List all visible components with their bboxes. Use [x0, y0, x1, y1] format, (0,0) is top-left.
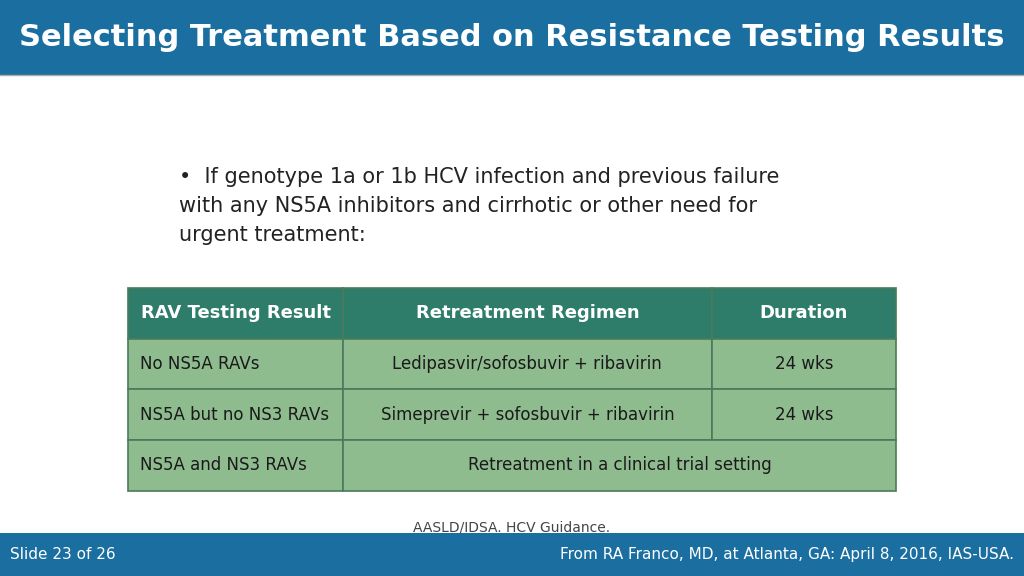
Text: 24 wks: 24 wks — [774, 406, 834, 424]
FancyBboxPatch shape — [0, 0, 1024, 75]
FancyBboxPatch shape — [343, 339, 712, 389]
Text: Selecting Treatment Based on Resistance Testing Results: Selecting Treatment Based on Resistance … — [19, 23, 1005, 52]
Text: AASLD/IDSA. HCV Guidance.: AASLD/IDSA. HCV Guidance. — [414, 520, 610, 534]
Text: NS5A but no NS3 RAVs: NS5A but no NS3 RAVs — [140, 406, 330, 424]
FancyBboxPatch shape — [712, 389, 896, 440]
FancyBboxPatch shape — [712, 339, 896, 389]
Text: Retreatment Regimen: Retreatment Regimen — [416, 304, 639, 323]
Text: 24 wks: 24 wks — [774, 355, 834, 373]
FancyBboxPatch shape — [128, 339, 343, 389]
FancyBboxPatch shape — [343, 389, 712, 440]
FancyBboxPatch shape — [712, 288, 896, 339]
FancyBboxPatch shape — [128, 288, 343, 339]
Text: RAV Testing Result: RAV Testing Result — [140, 304, 331, 323]
Text: Duration: Duration — [760, 304, 848, 323]
FancyBboxPatch shape — [128, 440, 343, 491]
Text: •  If genotype 1a or 1b HCV infection and previous failure
with any NS5A inhibit: • If genotype 1a or 1b HCV infection and… — [179, 167, 779, 245]
FancyBboxPatch shape — [128, 389, 343, 440]
Text: NS5A and NS3 RAVs: NS5A and NS3 RAVs — [140, 456, 307, 475]
Text: Simeprevir + sofosbuvir + ribavirin: Simeprevir + sofosbuvir + ribavirin — [381, 406, 674, 424]
Text: From RA Franco, MD, at Atlanta, GA: April 8, 2016, IAS-USA.: From RA Franco, MD, at Atlanta, GA: Apri… — [560, 547, 1014, 562]
Text: Slide 23 of 26: Slide 23 of 26 — [10, 547, 116, 562]
FancyBboxPatch shape — [0, 533, 1024, 576]
Text: Retreatment in a clinical trial setting: Retreatment in a clinical trial setting — [468, 456, 771, 475]
Text: No NS5A RAVs: No NS5A RAVs — [140, 355, 260, 373]
FancyBboxPatch shape — [343, 440, 896, 491]
Text: Ledipasvir/sofosbuvir + ribavirin: Ledipasvir/sofosbuvir + ribavirin — [392, 355, 663, 373]
FancyBboxPatch shape — [343, 288, 712, 339]
